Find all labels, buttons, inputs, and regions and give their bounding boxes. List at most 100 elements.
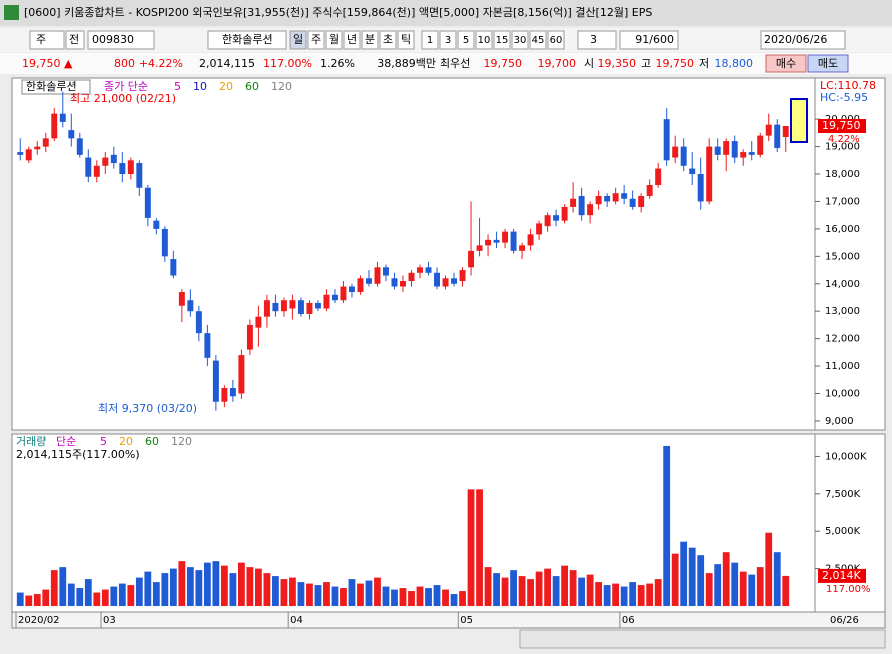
volume-bar (425, 588, 432, 607)
hc: HC:-5.95 (820, 91, 868, 104)
interval-button[interactable] (511, 30, 529, 50)
candle-body (714, 146, 721, 155)
volume-bar (697, 555, 705, 607)
volume-bar (714, 564, 722, 607)
interval: 60 (550, 35, 563, 46)
volume-bar (399, 588, 407, 607)
volume-bar (255, 568, 262, 607)
x-tick-label: 05 (460, 615, 473, 626)
volume-bar (484, 567, 492, 607)
legend-name: 한화솔루션 (26, 80, 77, 93)
candle-body (731, 141, 738, 158)
candle-body (187, 300, 194, 312)
buy-button[interactable] (765, 54, 807, 73)
volume-bar (212, 561, 220, 607)
mode-button[interactable] (65, 30, 85, 50)
candle-body (757, 135, 764, 155)
candle-body (570, 198, 577, 207)
volume-bar (629, 582, 637, 607)
volume-bar (569, 570, 577, 607)
volume-bar (620, 586, 628, 607)
candle-body (110, 154, 117, 164)
candle-body (434, 272, 440, 287)
volume-bar (195, 570, 203, 607)
volume-bar (127, 585, 135, 607)
candle-body (655, 168, 662, 185)
interval: 1 (427, 35, 433, 46)
interval-button[interactable] (547, 30, 565, 50)
volume-bar (518, 576, 526, 607)
volume-bar (263, 573, 271, 607)
high-annotation: 최고 21,000 (02/21) (70, 92, 176, 105)
candle-body (774, 124, 781, 148)
count-select[interactable] (577, 30, 617, 50)
volume-bar (654, 579, 662, 607)
interval-button[interactable] (457, 30, 475, 50)
price-panel (11, 77, 816, 431)
volume-bar (357, 583, 364, 607)
volume-ma-period: 120 (171, 435, 192, 448)
volume-bar (544, 568, 551, 607)
candle-body (357, 278, 364, 292)
volume-bar (442, 589, 449, 607)
volume-bar (527, 579, 534, 607)
interval-button[interactable] (439, 30, 457, 50)
period-button[interactable] (379, 30, 397, 50)
volume-bar (340, 588, 347, 607)
period-button[interactable] (343, 30, 361, 50)
x-tick-label: 06 (622, 615, 635, 626)
candle-body (561, 206, 568, 221)
candle-body (34, 146, 41, 150)
candle-body (706, 146, 713, 202)
low-label: 저 (699, 57, 709, 70)
period-button[interactable] (397, 30, 415, 50)
legend-ma-period: 60 (245, 80, 259, 93)
candle-body (102, 157, 109, 166)
volume-legend: 거래량 (16, 435, 46, 448)
interval: 10 (478, 35, 491, 46)
stock-name: 한화솔루션 (222, 33, 273, 46)
volume-bar (152, 582, 160, 607)
candle-body (765, 124, 772, 136)
sell-button[interactable] (807, 54, 849, 73)
volume-bar (178, 561, 186, 607)
scrollbar[interactable] (519, 629, 886, 649)
volume-bar (782, 575, 790, 607)
volume-ma-period: 60 (145, 435, 159, 448)
interval-button[interactable] (475, 30, 493, 50)
name-box (207, 30, 287, 50)
legend-ma-period: 5 (174, 80, 181, 93)
period-button[interactable] (307, 30, 325, 50)
interval-button[interactable] (529, 30, 547, 50)
period-button[interactable] (361, 30, 379, 50)
volume-bar (289, 577, 296, 607)
lc: LC:110.78 (820, 79, 876, 92)
period-button[interactable] (325, 30, 343, 50)
y-tick-label: 18,000 (825, 169, 860, 180)
candle-body (136, 163, 143, 188)
legend-ma: 종가 단순 (104, 80, 148, 93)
candle-body (374, 267, 381, 284)
interval-button[interactable] (493, 30, 511, 50)
volume-bar (16, 592, 24, 607)
volume-bar (76, 588, 84, 607)
volume-bar (374, 577, 381, 607)
code-input[interactable] (87, 30, 155, 50)
candle-body (391, 278, 398, 287)
date-input[interactable] (760, 30, 846, 50)
interval-button[interactable] (421, 30, 439, 50)
candle-body (178, 291, 185, 306)
low-annotation: 최저 9,370 (03/20) (98, 402, 197, 415)
volume-bar (118, 583, 126, 607)
period-button[interactable] (289, 30, 307, 50)
volume-bar (561, 565, 569, 607)
quote-bar (0, 53, 892, 74)
candle-body (587, 204, 594, 216)
candle-body (272, 302, 279, 312)
date: 2020/06/26 (764, 33, 827, 46)
mode-select[interactable] (29, 30, 65, 50)
volume-summary: 2,014,115주(117.00%) (16, 448, 140, 461)
date-axis (11, 611, 886, 629)
candle-body (144, 187, 151, 218)
period: 주 (311, 33, 321, 46)
